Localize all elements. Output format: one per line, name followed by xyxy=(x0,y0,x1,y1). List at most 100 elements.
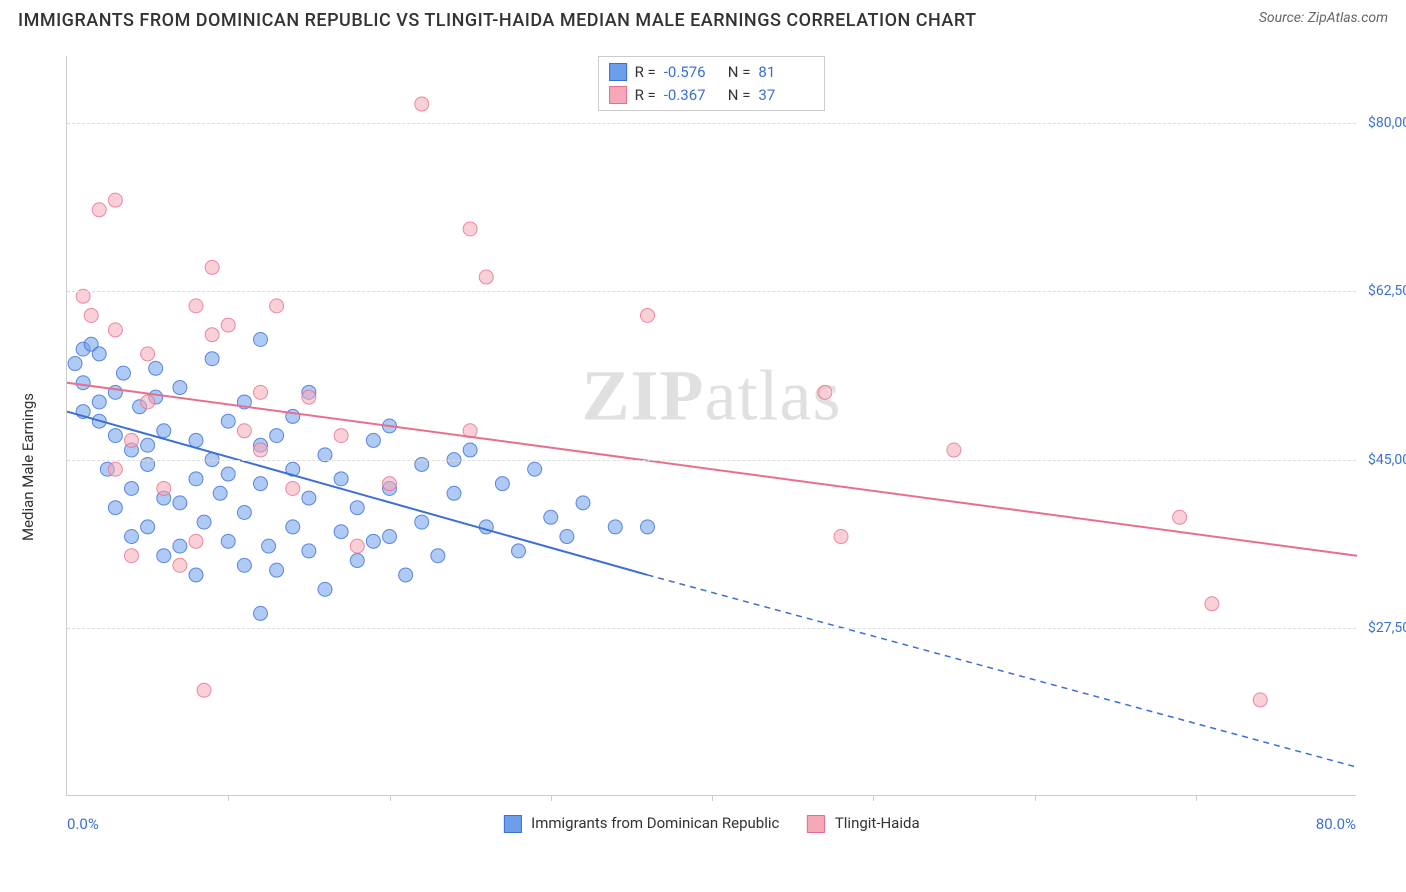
data-point xyxy=(415,97,429,111)
header: IMMIGRANTS FROM DOMINICAN REPUBLIC VS TL… xyxy=(0,0,1406,37)
data-point xyxy=(149,361,163,375)
x-tick xyxy=(390,795,391,801)
chart-area: Median Male Earnings ZIPatlas R = -0.576… xyxy=(20,48,1386,868)
data-point xyxy=(125,433,139,447)
data-point xyxy=(334,525,348,539)
data-point xyxy=(157,424,171,438)
data-point xyxy=(108,429,122,443)
x-max-label: 80.0% xyxy=(1316,815,1356,833)
data-point xyxy=(108,323,122,337)
data-point xyxy=(254,606,268,620)
data-point xyxy=(302,390,316,404)
data-point xyxy=(92,203,106,217)
data-point xyxy=(221,534,235,548)
data-point xyxy=(254,333,268,347)
data-point xyxy=(205,328,219,342)
data-point xyxy=(254,443,268,457)
x-tick xyxy=(228,795,229,801)
data-point xyxy=(415,515,429,529)
regression-line xyxy=(67,383,1357,556)
data-point xyxy=(205,260,219,274)
data-point xyxy=(576,496,590,510)
data-point xyxy=(270,299,284,313)
data-point xyxy=(221,318,235,332)
legend-label-1: Immigrants from Dominican Republic xyxy=(531,814,779,832)
data-point xyxy=(125,481,139,495)
r-label: R = xyxy=(635,84,656,107)
data-point xyxy=(254,385,268,399)
data-point xyxy=(108,385,122,399)
data-point xyxy=(463,443,477,457)
data-point xyxy=(383,477,397,491)
data-point xyxy=(173,381,187,395)
data-point xyxy=(334,472,348,486)
data-point xyxy=(286,481,300,495)
stats-swatch-1 xyxy=(609,63,627,81)
y-axis-label: Median Male Earnings xyxy=(19,393,37,541)
data-point xyxy=(318,582,332,596)
x-tick xyxy=(551,795,552,801)
data-point xyxy=(221,467,235,481)
data-point xyxy=(189,534,203,548)
data-point xyxy=(512,544,526,558)
data-point xyxy=(92,395,106,409)
data-point xyxy=(237,424,251,438)
data-point xyxy=(350,501,364,515)
data-point xyxy=(189,568,203,582)
data-point xyxy=(1253,693,1267,707)
data-point xyxy=(302,491,316,505)
x-tick xyxy=(873,795,874,801)
data-point xyxy=(237,505,251,519)
stats-row-1: R = -0.576 N = 81 xyxy=(609,61,815,84)
data-point xyxy=(197,515,211,529)
data-point xyxy=(350,554,364,568)
data-point xyxy=(189,433,203,447)
data-point xyxy=(108,193,122,207)
y-tick-label: $62,500 xyxy=(1360,283,1406,299)
data-point xyxy=(495,477,509,491)
n-label: N = xyxy=(728,61,751,84)
scatter-svg xyxy=(67,56,1356,795)
data-point xyxy=(173,539,187,553)
data-point xyxy=(1205,597,1219,611)
bottom-legend: Immigrants from Dominican Republic Tling… xyxy=(503,814,919,833)
data-point xyxy=(141,438,155,452)
data-point xyxy=(608,520,622,534)
legend-label-2: Tlingit-Haida xyxy=(835,814,920,832)
data-point xyxy=(1173,510,1187,524)
x-tick xyxy=(1196,795,1197,801)
data-point xyxy=(270,563,284,577)
data-point xyxy=(157,549,171,563)
data-point xyxy=(383,530,397,544)
data-point xyxy=(528,462,542,476)
data-point xyxy=(366,433,380,447)
data-point xyxy=(544,510,558,524)
r-value-1: -0.576 xyxy=(664,61,720,84)
data-point xyxy=(108,462,122,476)
gridline xyxy=(67,628,1356,629)
data-point xyxy=(399,568,413,582)
data-point xyxy=(157,481,171,495)
gridline xyxy=(67,460,1356,461)
data-point xyxy=(237,558,251,572)
stats-row-2: R = -0.367 N = 37 xyxy=(609,84,815,107)
data-point xyxy=(197,683,211,697)
legend-item-1: Immigrants from Dominican Republic xyxy=(503,814,779,833)
data-point xyxy=(189,299,203,313)
data-point xyxy=(173,558,187,572)
y-tick-label: $27,500 xyxy=(1360,620,1406,636)
data-point xyxy=(173,496,187,510)
regression-line-dashed xyxy=(648,575,1358,767)
x-tick xyxy=(712,795,713,801)
data-point xyxy=(334,429,348,443)
stats-legend-box: R = -0.576 N = 81 R = -0.367 N = 37 xyxy=(598,56,826,111)
gridline xyxy=(67,123,1356,124)
data-point xyxy=(116,366,130,380)
data-point xyxy=(641,308,655,322)
legend-swatch-1 xyxy=(503,815,521,833)
data-point xyxy=(302,544,316,558)
y-tick-label: $80,000 xyxy=(1360,115,1406,131)
data-point xyxy=(221,414,235,428)
data-point xyxy=(834,530,848,544)
data-point xyxy=(560,530,574,544)
